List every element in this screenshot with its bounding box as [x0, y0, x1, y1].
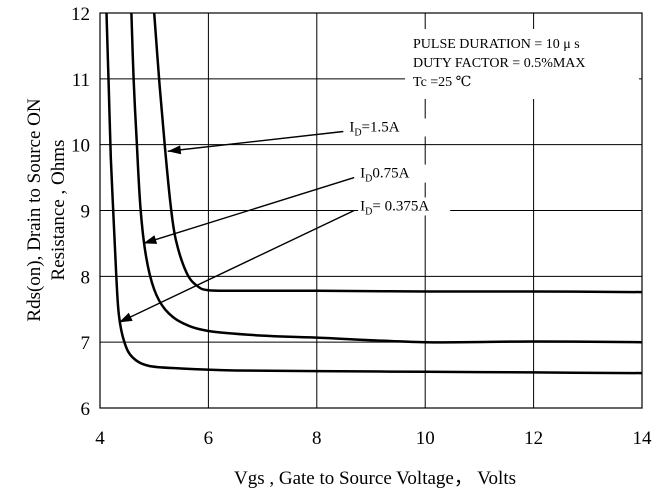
x-tick-label: 4: [95, 428, 105, 449]
x-tick-label: 14: [633, 428, 653, 449]
conditions-background: [405, 29, 639, 99]
y-tick-label: 8: [81, 267, 91, 288]
conditions-box: PULSE DURATION = 10 μ s DUTY FACTOR = 0.5…: [405, 29, 639, 99]
y-tick-label: 10: [71, 136, 90, 157]
x-tick-label: 6: [204, 428, 214, 449]
series-annotation-label: ID=1.5A: [349, 120, 399, 139]
x-tick-label: 10: [416, 428, 435, 449]
annotation-background: [347, 118, 440, 137]
annotation-arrow-line: [167, 130, 344, 152]
y-axis-label-line1: Rds(on), Drain to Source ON: [24, 98, 45, 321]
series-annotation-label: ID= 0.375A: [360, 199, 429, 218]
condition-text: PULSE DURATION = 10 μ s: [413, 37, 580, 52]
x-tick-label: 12: [524, 428, 543, 449]
condition-text: DUTY FACTOR = 0.5%MAX: [413, 56, 586, 71]
y-tick-label: 9: [81, 202, 91, 223]
annotation-arrow-line: [143, 176, 355, 245]
annotation-arrowhead: [143, 235, 158, 244]
x-axis-label: Vgs , Gate to Source Voltage， Volts: [234, 468, 516, 489]
annotations: ID=1.5A ID0.75A ID= 0.375A: [118, 118, 451, 324]
y-tick-label: 11: [72, 70, 90, 91]
series-annotation-label: ID0.75A: [360, 166, 409, 185]
x-tick-label: 8: [312, 428, 322, 449]
y-tick-label: 12: [71, 4, 90, 25]
series-curve: [130, 12, 643, 344]
y-tick-label: 7: [81, 333, 91, 354]
annotation-background: [358, 164, 451, 183]
annotation-background: [358, 197, 451, 216]
plot-frame: [99, 12, 643, 409]
y-axis-label-line2: Resistance , Ohms: [48, 140, 69, 281]
series-curve: [152, 12, 643, 294]
curves: [105, 12, 643, 375]
annotation-arrow-line: [118, 209, 355, 324]
y-tick-label: 6: [81, 399, 91, 420]
annotation-arrowhead: [167, 145, 182, 155]
annotation-arrowhead: [118, 312, 133, 323]
condition-text: Tc =25 ℃: [413, 75, 471, 90]
series-curve: [105, 12, 643, 375]
